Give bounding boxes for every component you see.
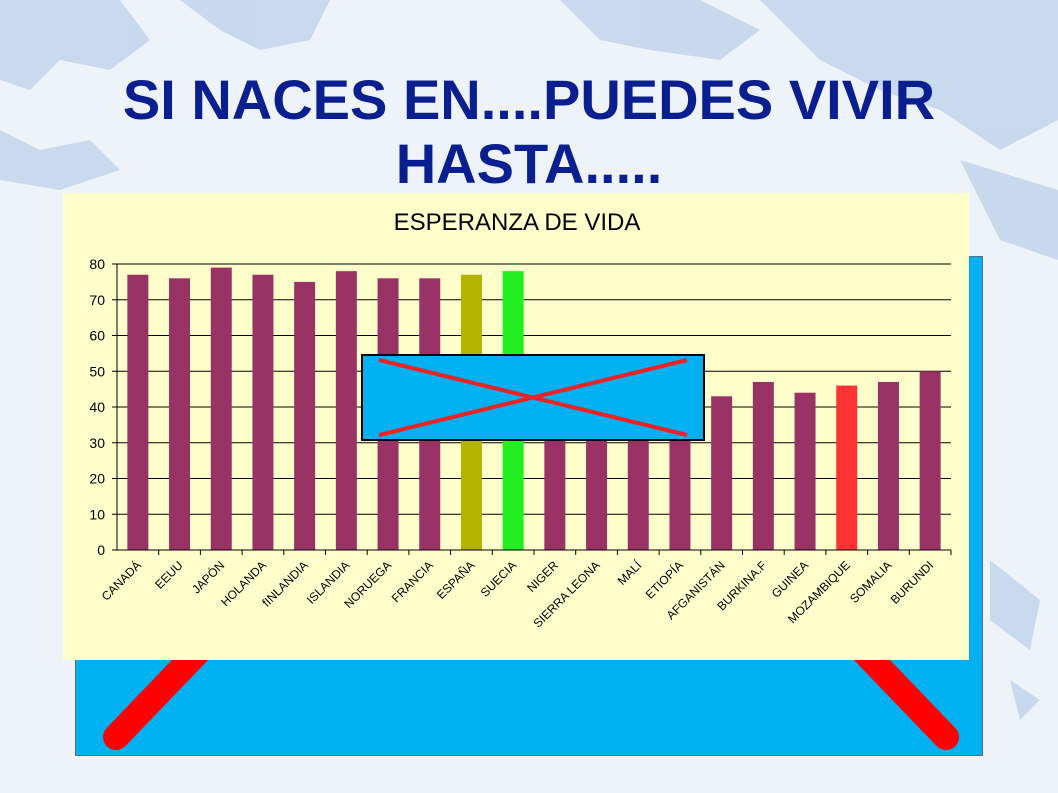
y-tick-label: 10 (89, 506, 105, 522)
bar (794, 392, 816, 550)
bar (877, 381, 899, 550)
x-tick-label: NIGER (524, 558, 561, 595)
bar (836, 385, 858, 550)
bar (169, 278, 191, 550)
y-tick-label: 20 (89, 471, 105, 487)
y-tick-label: 70 (89, 292, 105, 308)
y-axis-ticks: 0 10 20 30 40 50 60 70 80 (89, 256, 117, 558)
x-tick-label: MALÍ (614, 557, 645, 588)
bar (210, 267, 232, 550)
slide-title-line2: HASTA..... (395, 132, 663, 195)
cross-out-box (361, 354, 705, 441)
x-axis-labels: CANADÁ EEUU JAPÓNHOLANDAfINLANDIAISLANDIAN… (98, 550, 952, 630)
y-tick-label: 30 (89, 435, 105, 451)
bar (919, 371, 941, 550)
x-tick-label: JAPÓN (188, 558, 227, 597)
chart-title: ESPERANZA DE VIDA (394, 209, 641, 236)
x-tick-label: SUECIA (478, 558, 519, 599)
y-tick-label: 80 (89, 256, 105, 272)
y-tick-label: 50 (89, 363, 105, 379)
bar (752, 381, 774, 550)
y-tick-label: 0 (97, 542, 105, 558)
x-tick-label: GUINEA (769, 558, 811, 600)
y-tick-label: 40 (89, 399, 105, 415)
x-tick-label: fINLANDIA (259, 558, 310, 609)
bar (252, 274, 274, 550)
bar (586, 407, 608, 550)
bar (711, 396, 733, 550)
bar (294, 281, 316, 550)
slide-title: SI NACES EN....PUEDES VIVIR HASTA..... (0, 68, 1058, 196)
x-tick-label: ETIOPÍA (642, 558, 686, 602)
axes (116, 264, 951, 551)
slide-title-line1: SI NACES EN....PUEDES VIVIR (122, 68, 936, 131)
x-tick-label: SOMALIA (847, 558, 895, 606)
x-tick-label: BURUNDI (888, 558, 937, 607)
x-tick-label: EEUU (152, 558, 185, 591)
bar (127, 274, 149, 550)
x-tick-label: FRANCIA (389, 558, 436, 605)
x-tick-label: CANADÁ (98, 558, 144, 604)
bar (335, 271, 357, 550)
x-tick-label: ESPAÑA (434, 558, 478, 602)
cross-out-icon (378, 358, 688, 437)
y-tick-label: 60 (89, 328, 105, 344)
